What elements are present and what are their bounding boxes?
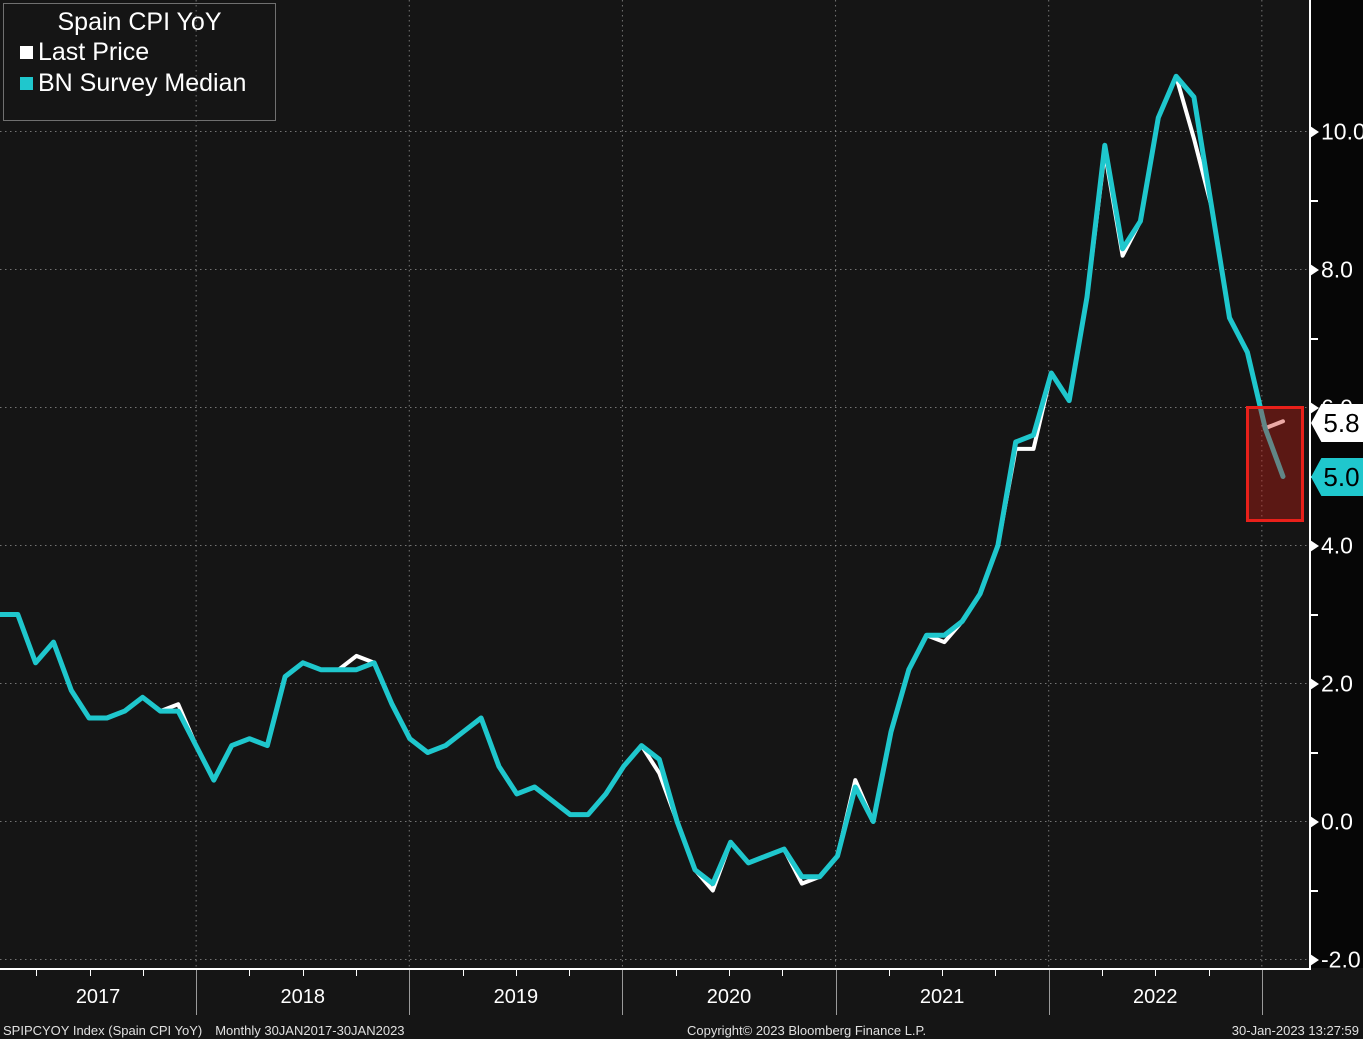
x-axis-year-label: 2017 [75,986,121,1008]
gridlines [0,0,1310,968]
last-price-swatch-icon [20,46,33,59]
y-axis-minor-tick [1310,889,1318,892]
x-axis-minor-tick [249,970,251,976]
y-axis-line [1309,0,1311,970]
x-axis-minor-tick [1208,970,1210,976]
x-axis-line [0,968,1311,970]
x-axis-minor-tick [36,970,38,976]
x-axis-minor-tick [1155,970,1157,976]
y-axis-tick-arrow [1310,263,1319,276]
y-axis-tick-arrow [1310,401,1319,414]
y-axis-label: 8.0 [1321,256,1353,282]
year-separator [1048,970,1050,1015]
x-axis-minor-tick [355,970,357,976]
year-separator [622,970,624,1015]
legend-item-label: BN Survey Median [38,69,247,97]
survey-median-tag: 5.0 [1311,458,1363,496]
year-separator [196,970,198,1015]
y-axis-tick-arrow [1310,677,1319,690]
year-separator [1261,970,1263,1015]
y-axis-label: -2.0 [1321,946,1361,972]
survey-median-swatch-icon [20,77,33,90]
copyright-text: Copyright© 2023 Bloomberg Finance L.P. [687,1023,927,1038]
x-axis-minor-tick [302,970,304,976]
x-axis-year-label: 2020 [706,986,752,1008]
x-axis-minor-tick [569,970,571,976]
y-axis-tick-arrow [1310,953,1319,966]
x-axis-minor-tick [515,970,517,976]
y-axis-minor-tick [1310,199,1318,202]
x-axis-year-label: 2019 [493,986,539,1008]
x-axis-minor-tick [995,970,997,976]
last-price-tag: 5.8 [1311,404,1363,442]
y-axis-tick-arrow [1310,125,1319,138]
legend-item-survey-median[interactable]: BN Survey Median [4,68,275,99]
x-axis-minor-tick [675,970,677,976]
y-axis-label: 2.0 [1321,670,1353,696]
chart-legend: Spain CPI YoY Last Price BN Survey Media… [3,3,276,121]
y-axis-tick-arrow [1310,815,1319,828]
x-axis-year-label: 2021 [919,986,965,1008]
x-axis-minor-tick [782,970,784,976]
survey-median-line [0,73,1286,887]
legend-item-last-price[interactable]: Last Price [4,37,275,68]
y-axis-label: 10.0 [1321,118,1363,144]
x-axis-minor-tick [142,970,144,976]
x-axis-year-label: 2022 [1133,986,1178,1008]
bottom-band [0,968,1363,1039]
ticker-description: SPIPCYOY Index (Spain CPI YoY) Monthly 3… [3,1023,405,1038]
y-axis-tick-arrow [1310,539,1319,552]
y-axis-minor-tick [1310,751,1318,754]
x-axis-minor-tick [1101,970,1103,976]
x-axis-minor-tick [942,970,944,976]
x-axis-minor-tick [89,970,91,976]
y-axis-minor-tick [1310,613,1318,616]
x-axis-year-label: 2018 [280,986,325,1008]
highlight-box [1246,406,1304,522]
legend-item-label: Last Price [38,38,150,66]
last-price-line [0,74,1285,893]
x-axis-minor-tick [888,970,890,976]
year-separator [409,970,411,1015]
y-axis-minor-tick [1310,337,1318,340]
chart-title: Spain CPI YoY [57,8,222,36]
chart-canvas [0,0,1310,968]
chart-plot-area[interactable] [0,0,1310,968]
y-axis-label: 0.0 [1321,808,1353,834]
x-axis-minor-tick [728,970,730,976]
x-axis-minor-tick [462,970,464,976]
year-separator [835,970,837,1015]
y-axis-label: 4.0 [1321,532,1353,558]
status-bar: SPIPCYOY Index (Spain CPI YoY) Monthly 3… [0,1019,1363,1039]
timestamp: 30-Jan-2023 13:27:59 [1231,1023,1359,1038]
